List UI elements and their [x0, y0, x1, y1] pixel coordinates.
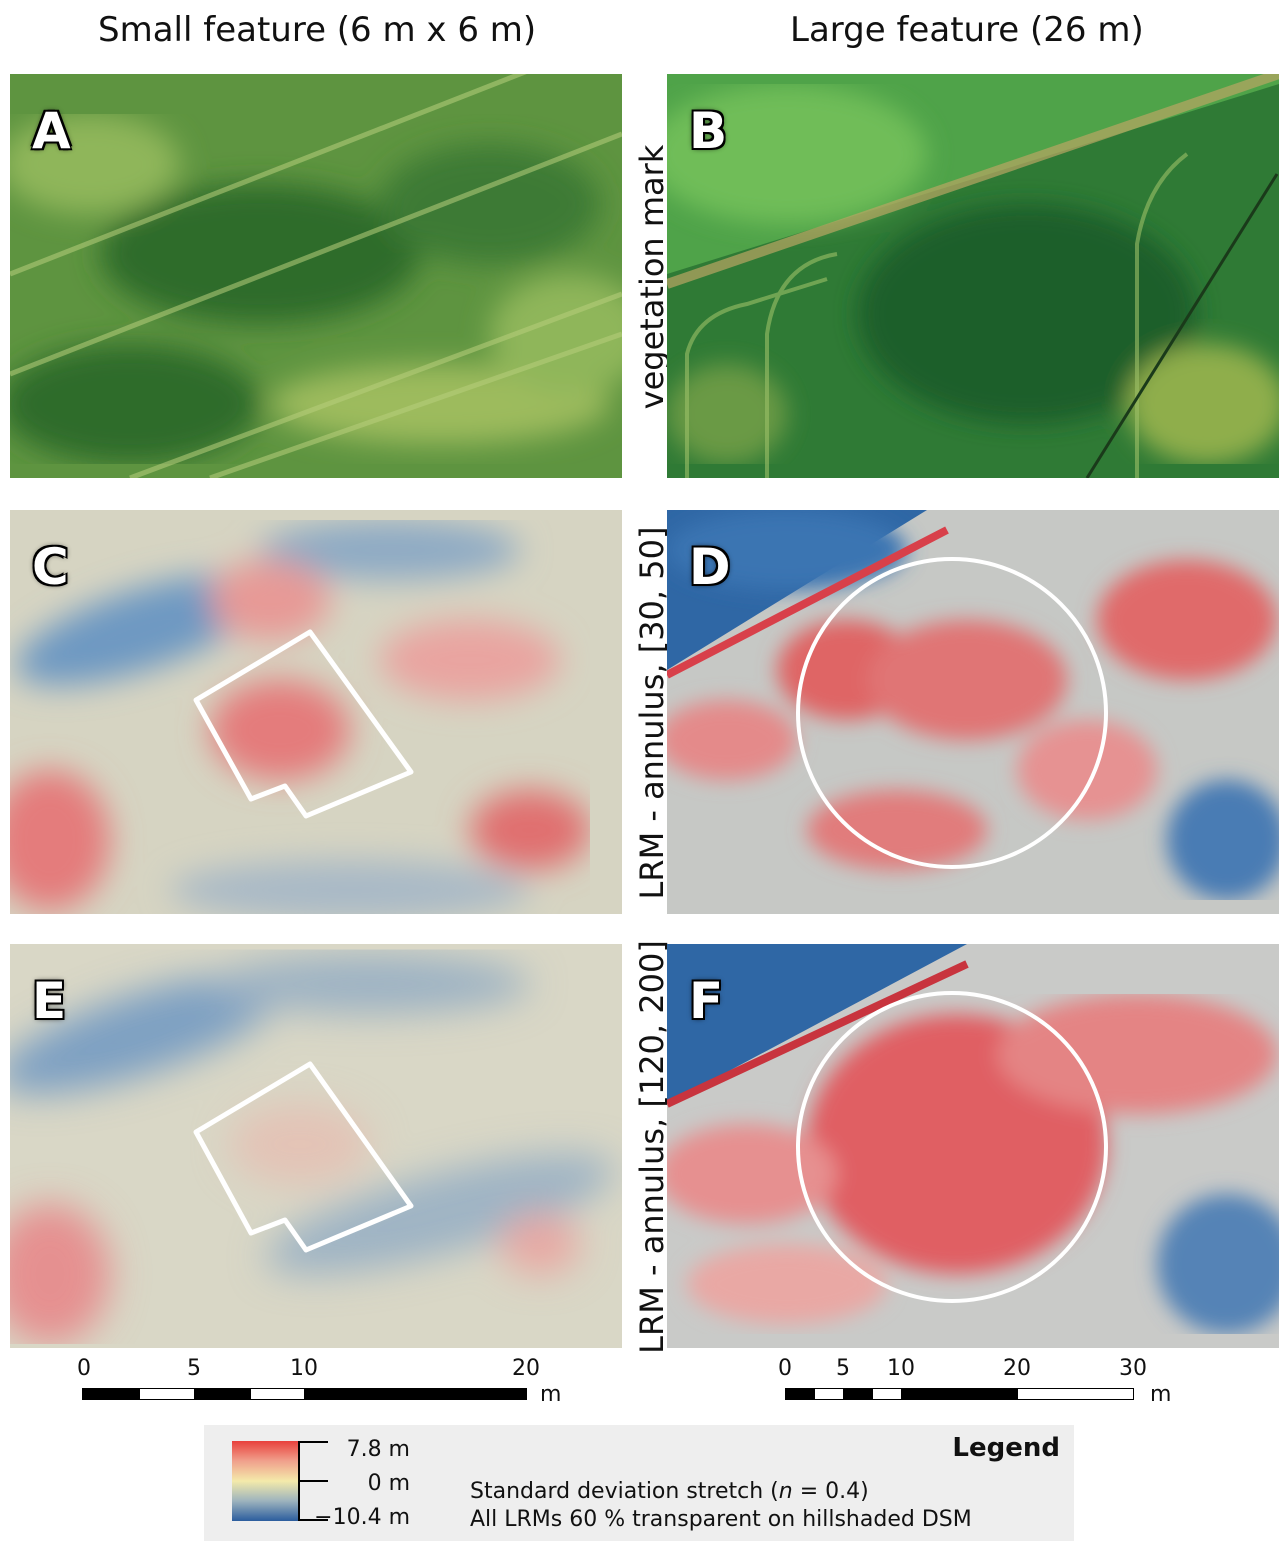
panel-f: F [667, 944, 1279, 1348]
legend-ramp-tick-max [298, 1441, 328, 1443]
panel-a-map [10, 74, 622, 478]
panel-f-map [667, 944, 1279, 1348]
scalebar-left-segment [139, 1388, 195, 1400]
scalebar-left: 0 5 10 20 m [0, 1356, 640, 1407]
panel-e: E [10, 944, 622, 1348]
legend-min-label: −10.4 m [314, 1505, 410, 1530]
panel-c-map [10, 510, 622, 914]
scalebar-left-tick: 20 [512, 1356, 540, 1381]
scalebar-left-tick: 10 [290, 1356, 318, 1381]
panel-d-map [667, 510, 1279, 914]
panel-f-letter: F [689, 972, 724, 1030]
scalebar-right: 0 5 10 20 30 m [640, 1356, 1200, 1407]
legend-mid-label: 0 m [367, 1471, 410, 1496]
panel-e-letter: E [32, 972, 67, 1030]
panel-d: D [667, 510, 1279, 914]
legend-title: Legend [952, 1433, 1060, 1463]
scalebar-left-unit: m [540, 1382, 562, 1407]
scalebar-right-tick: 20 [1003, 1356, 1031, 1381]
legend-ramp-tick-min [298, 1519, 328, 1521]
panel-d-letter: D [689, 538, 731, 596]
legend-box: 7.8 m 0 m −10.4 m Legend Standard deviat… [204, 1425, 1074, 1541]
scalebar-left-tick: 5 [187, 1356, 201, 1381]
panel-e-map [10, 944, 622, 1348]
panel-b-map [667, 74, 1279, 478]
scalebar-right-segment [1017, 1388, 1134, 1400]
panel-a-letter: A [32, 102, 71, 160]
scalebar-right-tick: 30 [1119, 1356, 1147, 1381]
scalebar-left-segment [304, 1388, 527, 1400]
left-column-title: Small feature (6 m x 6 m) [98, 10, 537, 50]
legend-stretch-note: Standard deviation stretch (n = 0.4) [470, 1479, 869, 1504]
scalebar-left-segment [250, 1388, 305, 1400]
row-label-lrm-120-200: LRM - annulus, [120, 200] [633, 940, 671, 1354]
scalebar-right-tick: 5 [836, 1356, 850, 1381]
scalebar-right-segment [872, 1388, 902, 1400]
scalebar-right-tick: 10 [887, 1356, 915, 1381]
panel-a: A [10, 74, 622, 478]
row-label-lrm-30-50: LRM - annulus, [30, 50] [633, 526, 671, 900]
legend-ramp-tick-mid [298, 1480, 328, 1482]
scalebar-right-segment [843, 1388, 873, 1400]
legend-max-label: 7.8 m [346, 1437, 410, 1462]
scalebar-right-tick: 0 [778, 1356, 792, 1381]
panel-c-letter: C [32, 538, 69, 596]
row-label-vegetation: vegetation mark [633, 144, 671, 410]
panel-b-letter: B [689, 102, 728, 160]
scalebar-right-segment [785, 1388, 815, 1400]
scalebar-right-segment [814, 1388, 844, 1400]
legend-color-ramp [232, 1441, 298, 1521]
scalebar-right-unit: m [1150, 1382, 1172, 1407]
right-column-title: Large feature (26 m) [790, 10, 1144, 50]
scalebar-right-segment [901, 1388, 1018, 1400]
scalebar-left-segment [82, 1388, 140, 1400]
panel-c: C [10, 510, 622, 914]
legend-transparency-note: All LRMs 60 % transparent on hillshaded … [470, 1507, 972, 1532]
panel-b: B [667, 74, 1279, 478]
scalebar-left-segment [194, 1388, 251, 1400]
scalebar-left-tick: 0 [77, 1356, 91, 1381]
